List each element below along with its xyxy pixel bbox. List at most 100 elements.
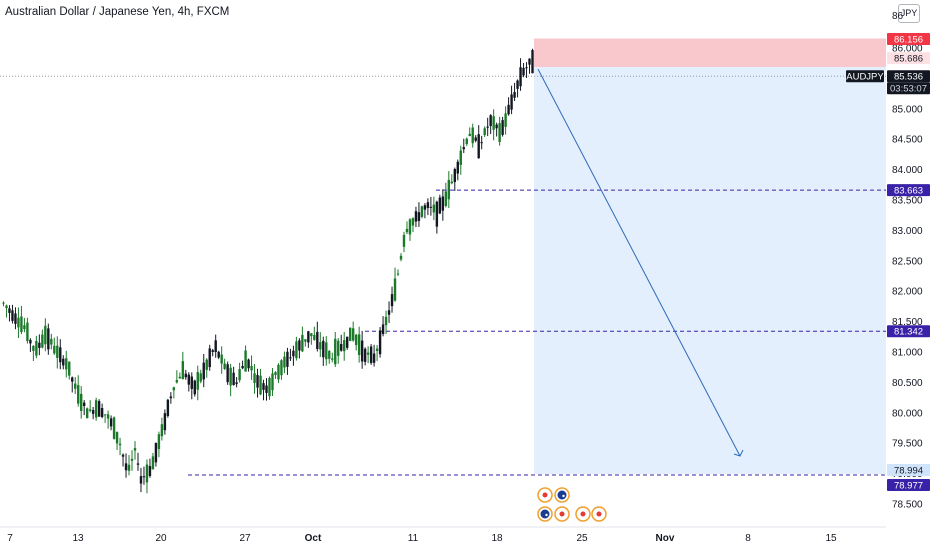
- candle-body: [166, 399, 170, 416]
- candle-body: [127, 464, 131, 471]
- candle-body: [62, 358, 65, 366]
- candle-body: [384, 316, 388, 326]
- candle-body: [357, 334, 361, 356]
- event-markers: [537, 487, 607, 522]
- candle-body: [456, 161, 459, 174]
- candle-body: [310, 333, 313, 337]
- candle-body: [253, 373, 256, 383]
- candle-body: [139, 476, 143, 484]
- candle-body: [190, 376, 193, 389]
- australia-flag-icon: [557, 490, 567, 500]
- candle-body: [366, 352, 370, 355]
- candle-body: [229, 367, 232, 386]
- candle-body: [65, 358, 68, 370]
- candle-body: [124, 463, 128, 471]
- chart-title: Australian Dollar / Japanese Yen, 4h, FX…: [5, 6, 230, 18]
- y-tick-label: 79.500: [892, 439, 923, 450]
- candle-body: [480, 142, 483, 144]
- candle-body: [441, 196, 445, 211]
- candle-body: [286, 351, 289, 367]
- candle-body: [35, 340, 38, 356]
- event-dot-icon: [559, 511, 565, 517]
- candle-body: [316, 331, 319, 349]
- y-tick-label: 84.500: [892, 135, 923, 146]
- candle-body: [11, 310, 14, 321]
- candle-body: [262, 383, 265, 390]
- y-tick-label: 80.500: [892, 378, 923, 389]
- y-tick-label: 84.000: [892, 165, 923, 176]
- candle-body: [313, 335, 316, 340]
- arrow-head-icon: [733, 449, 744, 457]
- candle-body: [71, 377, 74, 382]
- candle-body: [196, 372, 199, 390]
- y-tick-label: 82.500: [892, 256, 923, 267]
- candle-body: [531, 50, 534, 74]
- candle-body: [268, 377, 271, 397]
- candle-body: [504, 113, 507, 127]
- y-tick-label: 81.000: [892, 348, 923, 359]
- candle-body: [145, 464, 149, 483]
- y-tick-label: 80.000: [892, 408, 923, 419]
- candle-body: [462, 147, 465, 150]
- candle-body: [88, 409, 92, 411]
- candle-body: [444, 191, 448, 207]
- price-label: 03:53:07: [890, 84, 927, 95]
- candle-body: [163, 413, 167, 431]
- stop-loss-zone: [534, 38, 886, 68]
- candle-body: [471, 127, 474, 144]
- candle-body: [360, 340, 364, 362]
- candle-body: [56, 345, 59, 358]
- candle-body: [510, 94, 513, 110]
- candle-body: [516, 80, 519, 89]
- drawings: [537, 68, 744, 457]
- candle-body: [328, 351, 331, 359]
- event-dot-icon: [596, 511, 602, 517]
- candle-body: [405, 228, 409, 233]
- candle-body: [346, 336, 349, 348]
- event-dot-icon: [542, 492, 548, 498]
- candle-body: [420, 206, 424, 217]
- y-tick-label: 83.000: [892, 226, 923, 237]
- candle-body: [432, 204, 436, 213]
- candle-body: [426, 202, 430, 208]
- candle-body: [14, 313, 17, 324]
- x-tick-label: 7: [7, 533, 13, 544]
- position-zones: [0, 38, 886, 474]
- candle-body: [118, 443, 122, 446]
- candle-body: [375, 348, 379, 352]
- candle-body: [20, 316, 23, 333]
- candle-body: [492, 116, 495, 130]
- price-label-box: [887, 52, 930, 65]
- candle-body: [453, 169, 456, 183]
- candle-body: [411, 218, 415, 226]
- candle-body: [232, 372, 235, 386]
- candle-body: [184, 373, 188, 378]
- x-tick-label: 8: [745, 533, 751, 544]
- candle-body: [32, 345, 35, 351]
- candle-body: [390, 294, 394, 307]
- candle-body: [402, 234, 406, 247]
- candle-body: [525, 67, 528, 69]
- candle-body: [50, 338, 53, 345]
- candle-body: [519, 67, 522, 87]
- y-tick-label: 82.000: [892, 287, 923, 298]
- candle-body: [211, 350, 214, 353]
- candle-body: [142, 476, 146, 478]
- candle-body: [193, 380, 196, 395]
- candle-body: [351, 328, 355, 341]
- candle-body: [82, 402, 86, 407]
- price-label: AUDJPY: [846, 72, 884, 83]
- candle-body: [148, 466, 152, 476]
- candle-body: [205, 359, 208, 370]
- candle-body: [208, 348, 211, 368]
- trend-arrow: [537, 68, 741, 457]
- currency-button[interactable]: JPY: [898, 4, 920, 23]
- candle-body: [378, 330, 382, 355]
- price-label: 78.977: [894, 480, 923, 491]
- price-label-box: [887, 33, 930, 45]
- candle-body: [507, 104, 510, 115]
- candle-body: [8, 308, 11, 313]
- candle-body: [106, 414, 110, 419]
